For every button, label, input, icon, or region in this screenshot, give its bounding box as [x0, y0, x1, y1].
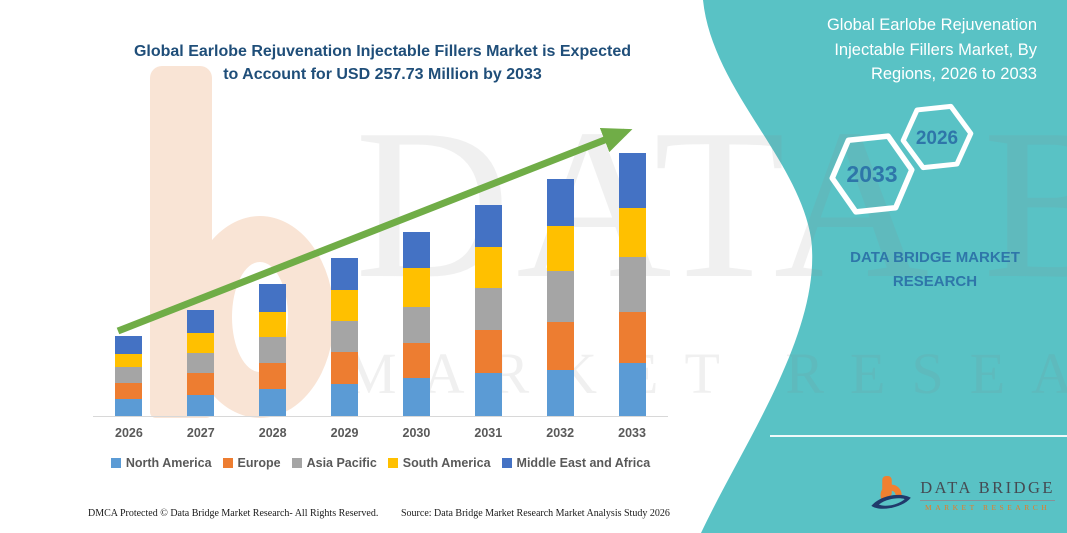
- bar-segment: [402, 306, 430, 344]
- legend-label: North America: [125, 456, 212, 470]
- bar-segment: [474, 247, 502, 289]
- legend-label: Asia Pacific: [306, 456, 377, 470]
- bar-column-2026: [115, 336, 143, 416]
- hexagon-badges: 2033 2026: [829, 103, 974, 215]
- bar-segment: [546, 370, 574, 416]
- bar-segment: [331, 290, 359, 321]
- bar-column-2033: [618, 153, 646, 416]
- right-title-line2: Injectable Fillers Market, By: [834, 40, 1037, 59]
- brand-text-line2: RESEARCH: [892, 273, 978, 290]
- x-axis-label: 2032: [546, 426, 575, 440]
- legend-swatch: [387, 458, 398, 468]
- hexagon-2026: [900, 103, 974, 171]
- page-title: Global Earlobe Rejuvenation Injectable F…: [95, 40, 670, 86]
- page-title-line2: to Account for USD 257.73 Million by 203…: [223, 66, 542, 83]
- x-axis-label: 2026: [115, 426, 143, 440]
- legend-item: North America: [110, 456, 212, 470]
- bar-column-2032: [546, 179, 574, 416]
- bar-segment: [115, 353, 143, 368]
- brand-text: DATA BRIDGE MARKET RESEARCH: [800, 246, 1067, 294]
- bar-segment: [474, 205, 502, 248]
- bar-segment: [474, 288, 502, 331]
- legend-label: Middle East and Africa: [516, 456, 651, 470]
- x-axis-labels: 2026 2027 2028 2029 2030 2031 2032 2033: [93, 426, 668, 440]
- x-axis-label: 2030: [402, 426, 431, 440]
- bar-segment: [402, 268, 430, 307]
- bar-segment: [474, 373, 502, 416]
- bar-segment: [546, 179, 574, 226]
- bar-segment: [618, 153, 646, 209]
- footer-source: Source: Data Bridge Market Research Mark…: [401, 508, 670, 519]
- legend-label: Europe: [237, 456, 281, 470]
- right-title-line1: Global Earlobe Rejuvenation: [826, 16, 1037, 34]
- bar-segment: [402, 343, 430, 379]
- legend-item: South America: [387, 456, 491, 470]
- legend-item: Europe: [222, 456, 281, 470]
- bar-segment: [259, 284, 287, 312]
- x-axis-label: 2033: [618, 426, 646, 440]
- bar-segment: [618, 311, 646, 363]
- bar-segment: [115, 382, 143, 400]
- bar-segment: [259, 336, 287, 363]
- bar-segment: [331, 351, 359, 384]
- logo-divider-line: [770, 435, 1067, 437]
- page-title-line1: Global Earlobe Rejuvenation Injectable F…: [133, 43, 632, 60]
- bar-segment: [402, 378, 430, 416]
- dbmr-logo-text: DATA BRIDGE MARKET RESEARCH: [920, 478, 1055, 512]
- dbmr-logo: DATA BRIDGE MARKET RESEARCH: [870, 468, 1055, 522]
- chart-legend: North America Europe Asia Pacific South Ame…: [88, 456, 673, 470]
- dbmr-logo-sub: MARKET RESEARCH: [925, 503, 1051, 512]
- bar-segment: [115, 399, 143, 416]
- bar-segment: [115, 367, 143, 383]
- bar-segment: [546, 321, 574, 371]
- x-axis-label: 2031: [474, 426, 503, 440]
- legend-item: Middle East and Africa: [501, 456, 651, 470]
- bar-segment: [546, 271, 574, 322]
- legend-label: South America: [402, 456, 491, 470]
- hexagon-2033: [829, 133, 915, 215]
- bar-segment: [618, 257, 646, 312]
- legend-swatch: [501, 458, 512, 468]
- x-axis-line: [93, 416, 668, 417]
- legend-item: Asia Pacific: [291, 456, 377, 470]
- bar-segment: [618, 362, 646, 416]
- bar-segment: [259, 311, 287, 337]
- legend-swatch: [110, 458, 121, 468]
- x-axis-label: 2027: [186, 426, 215, 440]
- legend-swatch: [222, 458, 233, 468]
- x-axis-label: 2028: [258, 426, 287, 440]
- trend-arrow: [116, 127, 633, 335]
- right-title-line3: Regions, 2026 to 2033: [870, 65, 1037, 83]
- dbmr-logo-icon: [871, 475, 911, 509]
- bar-column-2031: [474, 205, 502, 416]
- bar-segment: [618, 208, 646, 258]
- footer-dmca: DMCA Protected © Data Bridge Market Rese…: [88, 508, 379, 519]
- hexagon-2033-label: 2033: [846, 161, 897, 187]
- x-axis-label: 2029: [330, 426, 359, 440]
- bar-segment: [331, 384, 359, 416]
- bar-segment: [331, 258, 359, 291]
- bar-column-2029: [331, 258, 359, 416]
- dbmr-logo-name: DATA BRIDGE: [920, 478, 1055, 501]
- bar-segment: [474, 330, 502, 374]
- right-panel-title: Global Earlobe Rejuvenation Injectable F…: [737, 13, 1037, 87]
- bar-segment: [402, 232, 430, 269]
- brand-text-line1: DATA BRIDGE MARKET: [850, 249, 1020, 266]
- bar-segment: [115, 336, 143, 354]
- bar-column-2030: [402, 232, 430, 416]
- bar-segment: [546, 225, 574, 272]
- hexagon-2026-label: 2026: [916, 128, 958, 149]
- legend-swatch: [291, 458, 302, 468]
- bar-segment: [331, 320, 359, 352]
